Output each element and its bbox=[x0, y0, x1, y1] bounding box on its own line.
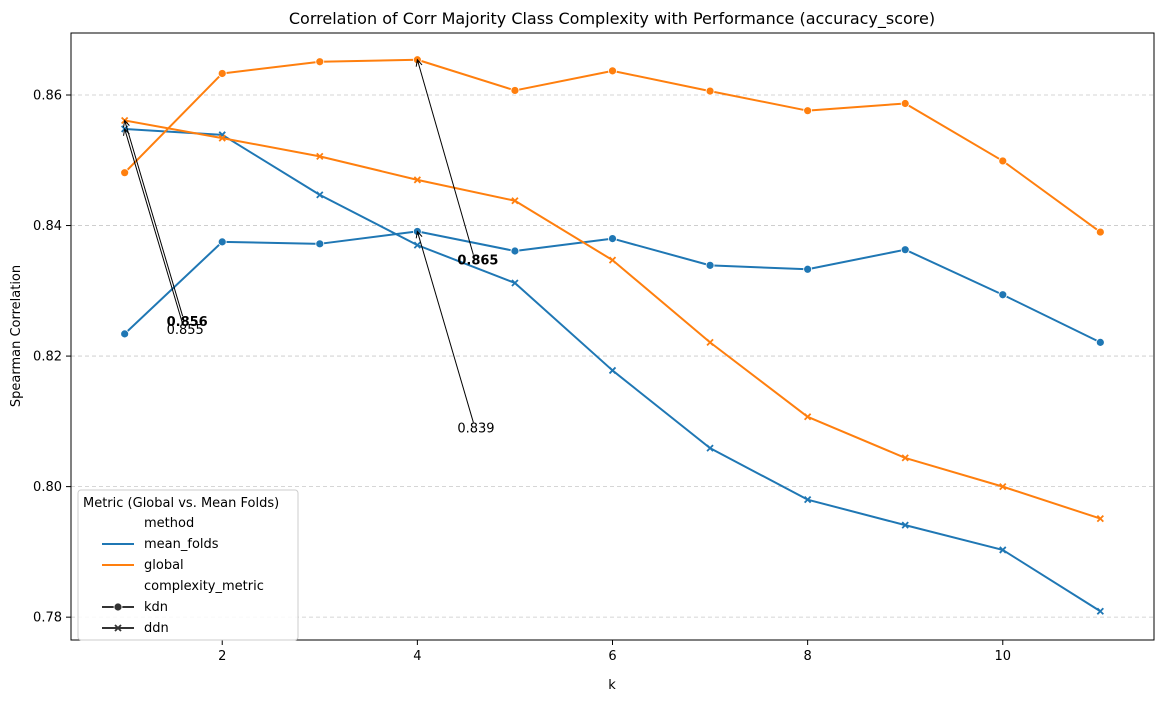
x-tick-label: 6 bbox=[608, 649, 616, 664]
legend-marker bbox=[114, 624, 122, 632]
series-line bbox=[124, 119, 1101, 520]
data-point bbox=[706, 444, 714, 452]
x-tick-label: 8 bbox=[803, 649, 811, 664]
legend-entry-mean_folds: mean_folds bbox=[102, 537, 219, 552]
data-point bbox=[900, 245, 910, 255]
data-point bbox=[706, 338, 714, 347]
annotation: 0.839 bbox=[415, 230, 495, 436]
legend-entry-global: global bbox=[102, 558, 184, 573]
legend-box bbox=[77, 489, 299, 641]
annotation-arrow bbox=[124, 128, 184, 325]
x-tick-label: 2 bbox=[218, 649, 226, 664]
y-tick-label: 0.82 bbox=[33, 350, 62, 365]
legend-label: mean_folds bbox=[144, 537, 219, 552]
data-point bbox=[217, 69, 227, 78]
annotation-arrowhead bbox=[123, 119, 130, 128]
series-mean_folds-ddn bbox=[121, 125, 1104, 615]
data-point bbox=[218, 134, 226, 142]
data-point bbox=[705, 86, 715, 96]
x-axis-label: k bbox=[608, 678, 616, 693]
tick-layer: 0.78 0.80 0.82 0.84 0.86 2 4 6 8 10 bbox=[33, 89, 1011, 664]
data-point bbox=[316, 152, 324, 160]
data-point bbox=[1095, 337, 1105, 347]
legend-marker bbox=[113, 602, 123, 612]
grid-layer bbox=[71, 94, 1154, 618]
y-tick-label: 0.84 bbox=[33, 219, 62, 234]
data-point bbox=[413, 241, 422, 249]
annotation-label: 0.855 bbox=[167, 323, 204, 338]
series-line bbox=[123, 230, 1101, 344]
data-point bbox=[315, 239, 325, 249]
series-mean_folds-kdn bbox=[120, 227, 1105, 347]
data-point bbox=[120, 329, 130, 339]
data-point bbox=[803, 496, 812, 504]
data-point bbox=[705, 260, 715, 270]
data-point bbox=[901, 521, 909, 529]
data-point bbox=[608, 366, 617, 375]
data-point bbox=[608, 256, 617, 264]
legend-entry-method: method bbox=[144, 516, 194, 531]
data-point bbox=[315, 57, 325, 67]
data-point bbox=[999, 546, 1007, 554]
data-point bbox=[1095, 227, 1105, 237]
y-axis-label: Spearman Correlation bbox=[9, 265, 24, 407]
annotation-label: 0.865 bbox=[457, 254, 498, 269]
data-point bbox=[217, 237, 227, 247]
data-point bbox=[803, 413, 812, 421]
series-layer bbox=[120, 55, 1105, 615]
chart-title: Correlation of Corr Majority Class Compl… bbox=[289, 9, 935, 29]
data-point bbox=[510, 86, 520, 95]
annotation: 0.855 bbox=[123, 127, 204, 338]
data-point bbox=[120, 168, 130, 178]
data-point bbox=[510, 246, 520, 256]
y-tick-label: 0.80 bbox=[33, 480, 62, 495]
data-point bbox=[901, 454, 909, 462]
data-point bbox=[803, 264, 813, 274]
annotation-label: 0.839 bbox=[457, 421, 494, 436]
data-point bbox=[413, 176, 422, 184]
y-tick-label: 0.78 bbox=[33, 611, 62, 626]
data-point bbox=[900, 99, 910, 108]
legend-entry-kdn: kdn bbox=[102, 600, 168, 615]
legend-title: Metric (Global vs. Mean Folds) bbox=[83, 496, 279, 511]
annotation-arrow bbox=[416, 231, 474, 423]
data-point bbox=[316, 191, 324, 199]
annotation: 0.865 bbox=[415, 58, 498, 269]
legend: Metric (Global vs. Mean Folds) method mean… bbox=[77, 489, 299, 641]
x-tick-label: 10 bbox=[994, 649, 1011, 664]
series-line bbox=[123, 58, 1101, 233]
data-point bbox=[999, 482, 1007, 491]
data-point bbox=[1096, 514, 1104, 523]
legend-label: ddn bbox=[144, 621, 169, 636]
legend-entry-ddn: ddn bbox=[102, 621, 169, 636]
legend-label: global bbox=[144, 558, 184, 573]
data-point bbox=[608, 234, 617, 243]
data-point bbox=[998, 290, 1008, 300]
annotation-arrowhead bbox=[415, 230, 423, 239]
data-point bbox=[998, 156, 1008, 166]
x-tick-label: 4 bbox=[413, 649, 421, 664]
annotation-arrow bbox=[416, 59, 474, 255]
y-tick-label: 0.86 bbox=[33, 89, 62, 104]
data-point bbox=[608, 66, 617, 76]
annotation: 0.856 bbox=[123, 119, 208, 330]
data-point bbox=[511, 279, 519, 287]
data-point bbox=[1096, 607, 1104, 615]
data-point bbox=[803, 106, 813, 116]
data-point bbox=[511, 197, 519, 205]
annotation-arrow bbox=[124, 120, 184, 317]
annotation-label: 0.856 bbox=[167, 315, 208, 330]
legend-label: kdn bbox=[144, 600, 168, 615]
legend-label: complexity_metric bbox=[144, 579, 264, 594]
series-global-ddn bbox=[121, 116, 1104, 523]
legend-entry-complexity_metric: complexity_metric bbox=[144, 579, 264, 594]
annotation-arrowhead bbox=[415, 58, 423, 67]
annotation-arrowhead bbox=[123, 127, 130, 136]
legend-label: method bbox=[144, 516, 194, 531]
